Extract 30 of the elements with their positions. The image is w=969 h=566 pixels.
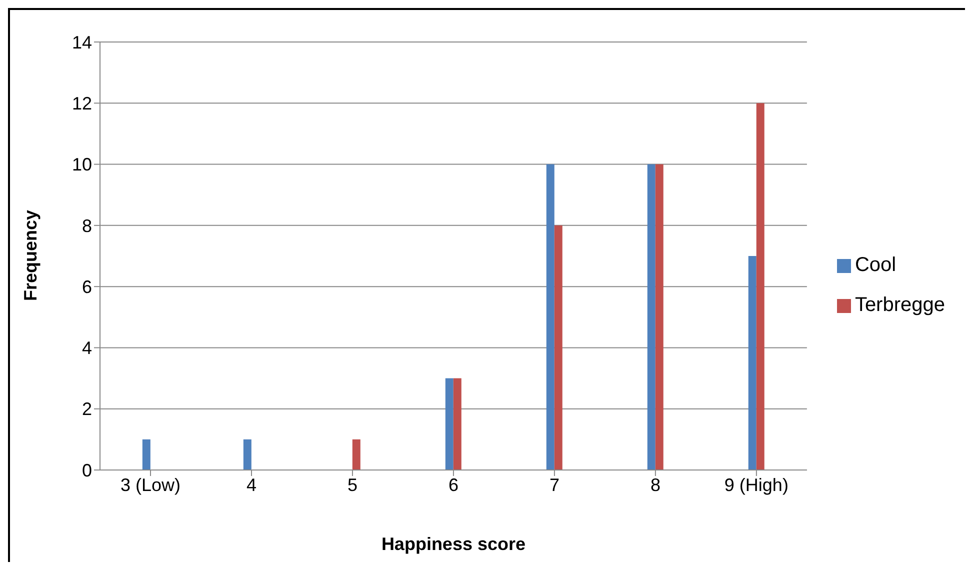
y-tick-label: 2 — [82, 399, 92, 420]
bar — [748, 256, 756, 470]
x-tick-label: 4 — [246, 474, 256, 495]
y-tick-label: 6 — [82, 276, 92, 297]
y-tick-label: 4 — [82, 338, 92, 358]
x-tick-label: 9 (High) — [724, 474, 788, 495]
bar — [142, 439, 150, 470]
x-tick-label: 8 — [650, 474, 660, 495]
legend-label: Terbregge — [854, 294, 945, 316]
x-tick-label: 5 — [347, 474, 358, 495]
legend-label: Cool — [854, 254, 896, 276]
bar — [554, 225, 562, 470]
y-tick-label: 0 — [82, 460, 92, 480]
y-tick-label: 10 — [72, 154, 92, 175]
y-tick-label: 8 — [82, 216, 92, 236]
x-axis-title: Happiness score — [381, 534, 526, 554]
x-tick-label: 3 (Low) — [120, 474, 181, 495]
y-tick-label: 14 — [72, 32, 92, 52]
bar — [453, 378, 462, 470]
x-tick-label: 6 — [448, 474, 458, 495]
bar — [243, 439, 252, 470]
y-axis-title: Frequency — [20, 210, 40, 301]
bar — [445, 378, 454, 470]
y-tick-label: 12 — [72, 94, 92, 114]
bar — [655, 164, 664, 470]
bar — [647, 164, 656, 470]
x-tick-label: 7 — [549, 474, 560, 495]
bar — [352, 439, 360, 470]
bar — [756, 103, 764, 470]
bar — [546, 164, 554, 470]
